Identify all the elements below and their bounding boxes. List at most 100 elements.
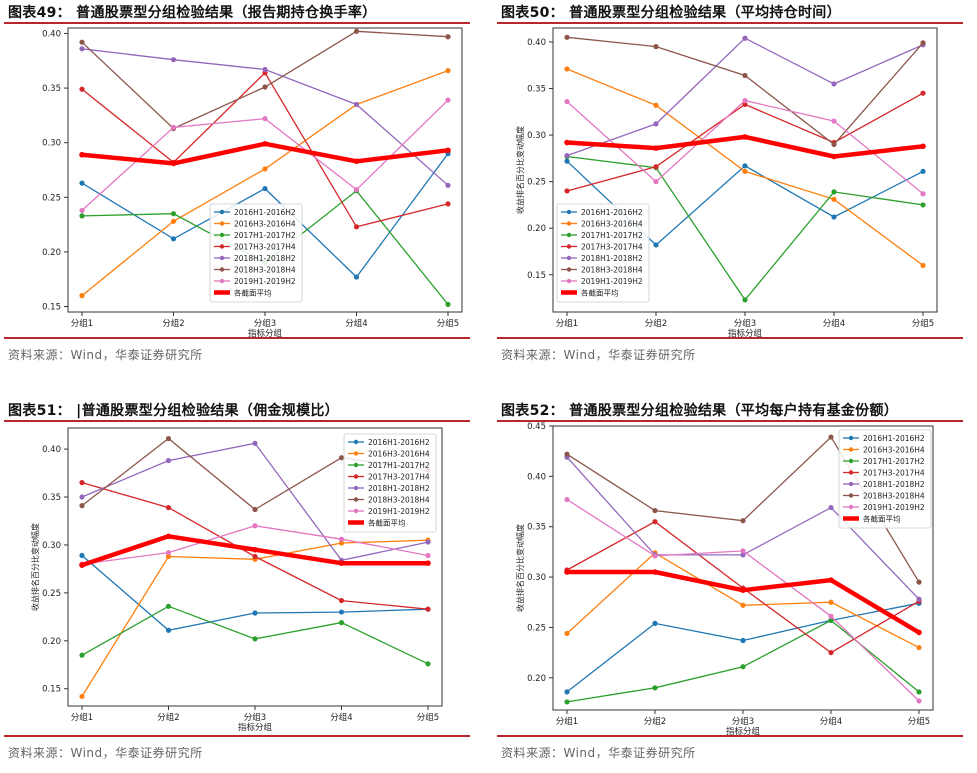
x-tick-label: 分组4 — [345, 318, 367, 329]
average-point — [170, 160, 177, 167]
series-line — [566, 92, 924, 192]
legend-marker — [353, 508, 359, 514]
legend-marker — [566, 278, 572, 284]
data-point — [445, 201, 451, 207]
legend-marker — [353, 485, 359, 491]
x-axis-label: 指标分组 — [248, 328, 283, 339]
x-axis-label: 指标分组 — [728, 328, 763, 339]
average-line — [566, 134, 924, 159]
data-point — [828, 504, 834, 511]
x-tick-label: 分组3 — [734, 318, 756, 329]
data-point — [165, 550, 172, 556]
data-point — [653, 242, 659, 248]
data-point — [262, 166, 268, 172]
legend-marker — [219, 255, 225, 261]
data-point — [828, 649, 834, 656]
bottom-rule — [497, 735, 963, 737]
legend-marker — [566, 209, 572, 215]
legend-box — [838, 429, 932, 529]
data-point — [920, 90, 926, 96]
y-tick-label: 0.25 — [42, 193, 61, 203]
data-point — [262, 185, 268, 192]
data-point — [170, 218, 177, 224]
data-point — [425, 539, 431, 545]
legend-label: 各截面平均 — [368, 518, 406, 528]
legend-label: 2016H3-2016H4 — [863, 446, 925, 455]
legend-label: 2016H1-2016H2 — [863, 434, 925, 443]
source-note: 资料来源：Wind，华泰证券研究所 — [501, 746, 696, 760]
data-point — [652, 685, 658, 691]
legend-label: 2018H1-2018H2 — [234, 254, 296, 263]
legend-marker — [848, 458, 854, 464]
y-tick-label: 0.15 — [527, 271, 546, 281]
x-tick-label: 分组1 — [71, 318, 93, 329]
data-point — [564, 630, 570, 637]
data-point — [262, 66, 268, 73]
legend-label: 2017H3-2017H4 — [234, 243, 296, 252]
data-point — [252, 506, 258, 513]
chart-panel-50: 图表50： 普通股票型分组检验结果（平均持仓时间） 0.15 0.20 0.25 0.… — [497, 0, 967, 375]
chart-title: 图表49： 普通股票型分组检验结果（报告期持仓换手率） — [8, 2, 376, 22]
y-tick-label: 0.20 — [42, 637, 61, 647]
data-point — [652, 620, 658, 626]
data-point — [353, 224, 360, 230]
legend-marker — [353, 439, 359, 445]
x-tick-label: 分组3 — [732, 716, 754, 727]
legend-label: 2017H1-2017H2 — [581, 231, 643, 240]
legend-label: 2019H1-2019H2 — [234, 277, 296, 286]
data-point — [742, 35, 748, 41]
legend-box — [343, 433, 437, 533]
line-chart-50: 0.15 0.20 0.25 0.30 0.35 0.40 分组1 分组2 分组3 分组4 分组5 指… — [515, 27, 938, 339]
data-point — [828, 434, 834, 440]
average-point — [831, 153, 837, 160]
data-point — [445, 97, 451, 103]
legend-label: 各截面平均 — [581, 288, 619, 298]
legend-label: 2018H1-2018H2 — [368, 484, 430, 493]
x-tick-label: 分组1 — [556, 716, 578, 727]
data-point — [920, 202, 926, 208]
legend-marker — [848, 504, 854, 510]
average-point — [425, 560, 431, 566]
data-point — [79, 213, 85, 219]
legend-label: 2017H3-2017H4 — [368, 473, 430, 482]
data-point — [740, 664, 746, 670]
data-point — [252, 523, 258, 529]
bottom-rule — [497, 337, 963, 339]
legend-marker — [848, 447, 854, 452]
average-point — [445, 147, 451, 154]
x-tick-label: 分组5 — [912, 318, 934, 329]
y-tick-label: 0.20 — [42, 248, 61, 258]
legend-label: 2017H3-2017H4 — [863, 469, 925, 478]
legend-marker — [219, 267, 225, 272]
data-point — [170, 124, 177, 130]
chart-title: 图表50： 普通股票型分组检验结果（平均持仓时间） — [501, 2, 841, 22]
data-point — [742, 98, 748, 104]
y-tick-label: 0.35 — [527, 85, 546, 95]
chart-panel-52: 图表52： 普通股票型分组检验结果（平均每户持有基金份额） 0.20 0.25 0.… — [497, 398, 967, 773]
legend-label: 2019H1-2019H2 — [368, 507, 430, 516]
data-point — [828, 613, 834, 619]
y-axis-label: 收益排名百分比变动幅度 — [30, 523, 40, 611]
data-point — [165, 603, 172, 609]
chart-label: 图表50： — [501, 5, 564, 21]
bottom-rule — [4, 337, 470, 339]
chart-panel-51: 图表51： |普通股票型分组检验结果（佣金规模比） 0.15 0.20 0.25 0.… — [4, 398, 474, 773]
average-point — [564, 139, 570, 146]
legend-label: 2017H1-2017H2 — [863, 457, 925, 466]
data-point — [252, 610, 258, 616]
legend-marker — [219, 209, 225, 215]
data-point — [353, 274, 360, 280]
data-point — [740, 637, 746, 644]
data-point — [79, 207, 85, 214]
data-point — [742, 72, 748, 79]
y-tick-label: 0.15 — [42, 685, 61, 695]
source-note: 资料来源：Wind，华泰证券研究所 — [8, 348, 203, 362]
data-point — [831, 196, 837, 202]
y-tick-label: 0.30 — [42, 139, 61, 149]
data-point — [653, 102, 659, 108]
y-tick-label: 0.40 — [527, 472, 546, 482]
legend-label: 2018H3-2018H4 — [368, 496, 430, 505]
data-point — [445, 301, 451, 307]
x-axis-label: 指标分组 — [238, 722, 273, 733]
data-point — [338, 540, 345, 546]
